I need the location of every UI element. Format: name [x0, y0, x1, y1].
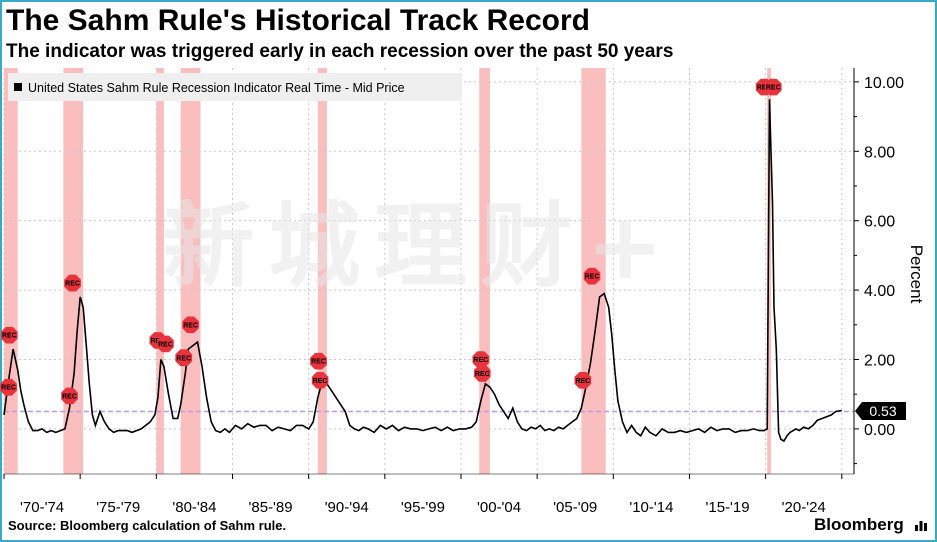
- rec-marker-icon: [64, 274, 81, 292]
- rec-marker-icon: [583, 267, 601, 285]
- x-tick-label: '10-'14: [629, 499, 673, 516]
- rec-marker-icon: [157, 335, 174, 353]
- rec-marker-icon: [311, 372, 329, 389]
- recession-band: [479, 68, 490, 474]
- series-line: [3, 99, 842, 443]
- rec-marker-icon: [474, 365, 491, 382]
- y-tick-label: 4.00: [864, 283, 895, 300]
- legend-swatch: [14, 83, 22, 91]
- rec-marker-label: REC: [158, 341, 173, 348]
- chart-title: The Sahm Rule's Historical Track Record: [6, 4, 591, 37]
- rec-marker-label: REC: [65, 281, 80, 288]
- rec-marker-label: REC: [757, 85, 772, 92]
- legend-label: United States Sahm Rule Recession Indica…: [28, 81, 405, 95]
- brand-logo: Bloomberg: [814, 515, 904, 534]
- y-axis-ticks: 10.00 8.00 6.00 4.00 2.00 0.00: [854, 75, 904, 465]
- y-tick-label: 8.00: [864, 144, 895, 161]
- rec-marker-icon: [175, 349, 193, 367]
- rec-marker-icon: [1, 326, 18, 344]
- x-tick-label: '90-'94: [325, 499, 369, 516]
- chart-subtitle: The indicator was triggered early in eac…: [6, 41, 674, 62]
- x-tick-label: '70-'74: [20, 499, 64, 516]
- rec-markers: RECRECRECRECRECRECRECRECRECRECRECRECRECR…: [0, 78, 782, 405]
- rec-marker-label: REC: [176, 355, 191, 362]
- rec-marker-label: REC: [475, 371, 490, 378]
- y-tick-label: 0.00: [864, 422, 895, 439]
- rec-marker-label: REC: [311, 359, 326, 366]
- y-tick-label: 10.00: [864, 75, 904, 92]
- rec-marker-label: REC: [62, 393, 77, 400]
- rec-marker-label: REC: [313, 378, 328, 385]
- rec-marker-icon: [765, 78, 782, 96]
- rec-marker-label: REC: [1, 385, 16, 392]
- legend-background: [8, 73, 462, 101]
- recession-band: [4, 68, 18, 474]
- recession-band: [63, 68, 84, 474]
- y-tick-label: 2.00: [864, 352, 895, 369]
- rec-marker-label: REC: [2, 333, 17, 340]
- rec-marker-label: REC: [585, 274, 600, 281]
- x-tick-label: '80-'84: [172, 499, 216, 516]
- source-note: Source: Bloomberg calculation of Sahm ru…: [8, 518, 287, 533]
- rec-marker-label: REC: [473, 357, 488, 364]
- x-tick-label: '85-'89: [249, 499, 293, 516]
- rec-marker-icon: [61, 387, 78, 405]
- x-tick-label: '95-'99: [401, 499, 445, 516]
- x-tick-label: '00-'04: [477, 499, 521, 516]
- rec-marker-label: REC: [183, 322, 198, 329]
- recession-band: [156, 68, 164, 474]
- rec-marker-label: REC: [575, 378, 590, 385]
- rec-marker-icon: [574, 372, 592, 389]
- recession-band: [317, 68, 327, 474]
- legend: United States Sahm Rule Recession Indica…: [8, 73, 462, 101]
- x-axis-ticks: '70-'74 '75-'79 '80-'84 '85-'89 '90-'94 '95-'…: [3, 473, 854, 516]
- last-value-text: 0.53: [869, 403, 896, 419]
- x-tick-label: '75-'79: [96, 499, 140, 516]
- rec-marker-label: REC: [766, 85, 781, 92]
- x-tick-label: '15-'19: [706, 499, 750, 516]
- last-value-badge: [855, 402, 906, 420]
- rec-marker-icon: [182, 316, 199, 334]
- y-tick-label: 6.00: [864, 214, 895, 231]
- rec-marker-icon: [310, 352, 327, 370]
- rec-marker-icon: [0, 378, 17, 396]
- y-axis-label: Percent: [907, 245, 926, 304]
- last-value-label: 0.53: [855, 402, 906, 420]
- watermark-text: 新城理财+: [162, 193, 677, 300]
- bar-chart-icon: [915, 521, 927, 531]
- x-tick-label: '05-'09: [553, 499, 597, 516]
- rec-marker-icon: [472, 351, 490, 368]
- x-tick-label: '20-'24: [782, 499, 826, 516]
- watermark: 新城理财+: [162, 193, 677, 300]
